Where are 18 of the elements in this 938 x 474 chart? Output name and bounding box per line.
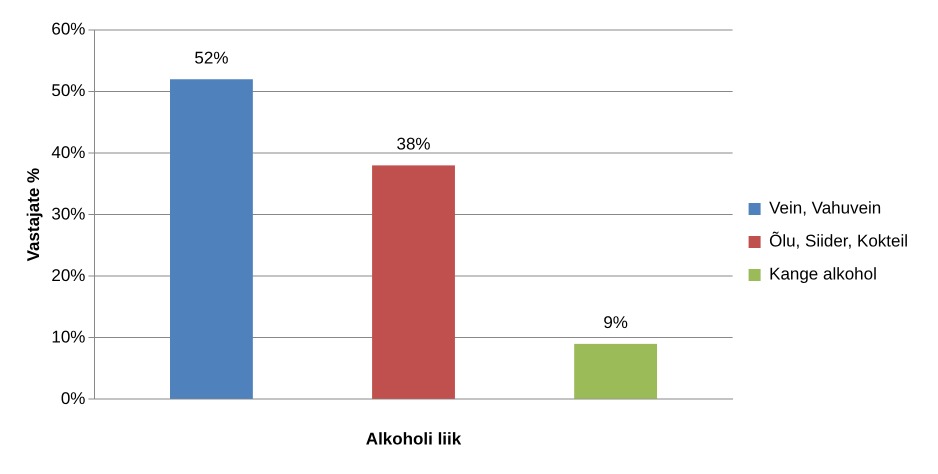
data-label: 9%	[603, 313, 628, 332]
y-axis-title: Vastajate %	[24, 168, 43, 262]
y-tick-label: 40%	[51, 142, 86, 162]
legend-label: Kange alkohol	[769, 264, 877, 284]
y-tick-label: 0%	[60, 388, 86, 408]
y-tick-label: 20%	[51, 266, 86, 285]
bar	[372, 165, 455, 399]
y-tick-label: 30%	[51, 204, 86, 224]
y-tick-label: 50%	[51, 81, 86, 100]
y-tick-label: 10%	[51, 327, 86, 346]
bar	[170, 79, 253, 399]
data-label: 52%	[194, 48, 228, 68]
bar	[574, 344, 658, 399]
legend-label: Õlu, Siider, Kokteil	[769, 232, 908, 251]
legend-label: Vein, Vahuvein	[769, 198, 882, 218]
y-tick-label: 60%	[51, 20, 86, 39]
x-axis-title: Alkoholi liik	[366, 429, 462, 448]
data-label: 38%	[396, 134, 431, 154]
